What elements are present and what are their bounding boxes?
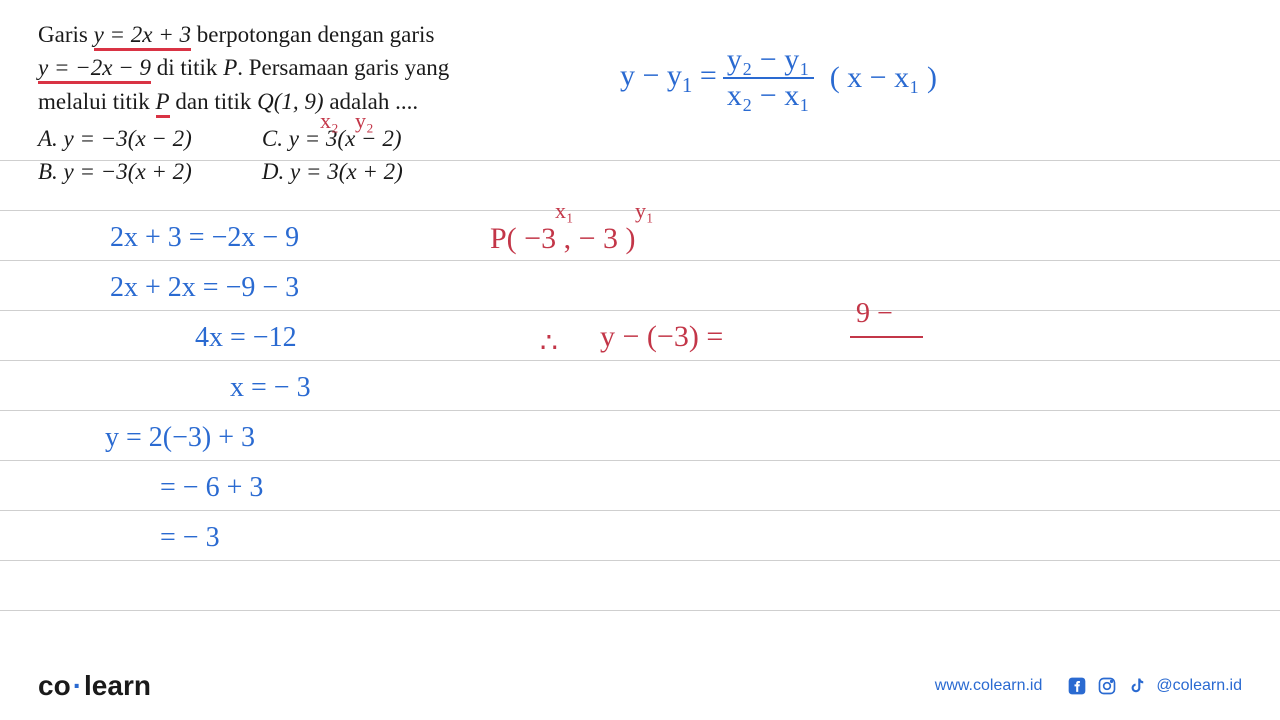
choice-A: A. y = −3(x − 2) — [38, 122, 192, 155]
choice-B: B. y = −3(x + 2) — [38, 155, 192, 188]
ruled-line — [0, 410, 1280, 411]
text: Garis — [38, 22, 94, 47]
annotation-x2: x₂ — [320, 108, 339, 134]
text: . Persamaan garis yang — [237, 55, 449, 80]
problem-text: Garis y = 2x + 3 berpotongan dengan gari… — [38, 18, 449, 189]
work-line-2: 2x + 2x = −9 − 3 — [110, 272, 299, 304]
social-handle: @colearn.id — [1156, 677, 1242, 695]
ruled-line — [0, 360, 1280, 361]
ruled-line — [0, 560, 1280, 561]
ruled-line — [0, 460, 1280, 461]
work-line-1: 2x + 3 = −2x − 9 — [110, 222, 299, 254]
choices: A. y = −3(x − 2) B. y = −3(x + 2) C. y =… — [38, 122, 449, 189]
annotation-y1: y₁ — [635, 198, 654, 224]
point-P-underlined: P — [156, 89, 170, 118]
formula-fraction: y₂ − y₁ x₂ − x₁ — [723, 45, 814, 111]
therefore-symbol: ∴ — [540, 326, 558, 360]
equation-1: y = 2x + 3 — [94, 22, 191, 51]
equation-2: y = −2x − 9 — [38, 55, 151, 84]
annotation-y2: y₂ — [355, 108, 374, 134]
website-url: www.colearn.id — [935, 677, 1043, 695]
work-line-5: y = 2(−3) + 3 — [105, 422, 255, 454]
substitution-frac-num: 9 − — [850, 298, 923, 338]
colearn-logo: co·learn — [38, 670, 151, 702]
logo-dot: · — [73, 670, 82, 702]
substitution-lhs: y − (−3) = — [600, 320, 723, 354]
text: melalui titik — [38, 89, 156, 114]
footer-right: www.colearn.id @colearn.id — [935, 675, 1242, 697]
ruled-line — [0, 510, 1280, 511]
problem-line-2: y = −2x − 9 di titik P. Persamaan garis … — [38, 51, 449, 84]
footer: co·learn www.colearn.id @colearn.id — [0, 670, 1280, 702]
formula-lhs: y − y1 = — [620, 59, 717, 98]
social-links: @colearn.id — [1066, 675, 1242, 697]
fraction-denominator: x₂ − x₁ — [723, 79, 814, 111]
ruled-line — [0, 310, 1280, 311]
work-line-7: = − 3 — [160, 522, 220, 554]
tiktok-icon — [1126, 675, 1148, 697]
text: berpotongan dengan garis — [191, 22, 434, 47]
point-Q: Q(1, 9) — [257, 89, 323, 114]
point-P: P — [223, 55, 237, 80]
problem-line-1: Garis y = 2x + 3 berpotongan dengan gari… — [38, 18, 449, 51]
point-slope-formula: y − y1 = y₂ − y₁ x₂ − x₁ ( x − x₁ ) — [620, 45, 937, 111]
ruled-line — [0, 610, 1280, 611]
logo-co: co — [38, 670, 71, 702]
fraction-numerator: y₂ − y₁ — [723, 45, 814, 79]
text: di titik — [151, 55, 223, 80]
instagram-icon — [1096, 675, 1118, 697]
ruled-line — [0, 260, 1280, 261]
annotation-x1: x₁ — [555, 198, 574, 224]
work-line-3: 4x = −12 — [195, 322, 297, 354]
text: dan titik — [170, 89, 258, 114]
point-P-coords: P( −3 , − 3 ) — [490, 222, 636, 256]
formula-rhs: ( x − x₁ ) — [830, 61, 937, 95]
facebook-icon — [1066, 675, 1088, 697]
work-line-6: = − 6 + 3 — [160, 472, 263, 504]
problem-line-3: melalui titik P dan titik Q(1, 9) adalah… — [38, 85, 449, 118]
choice-D: D. y = 3(x + 2) — [262, 155, 403, 188]
logo-learn: learn — [84, 670, 151, 702]
work-line-4: x = − 3 — [230, 372, 311, 404]
